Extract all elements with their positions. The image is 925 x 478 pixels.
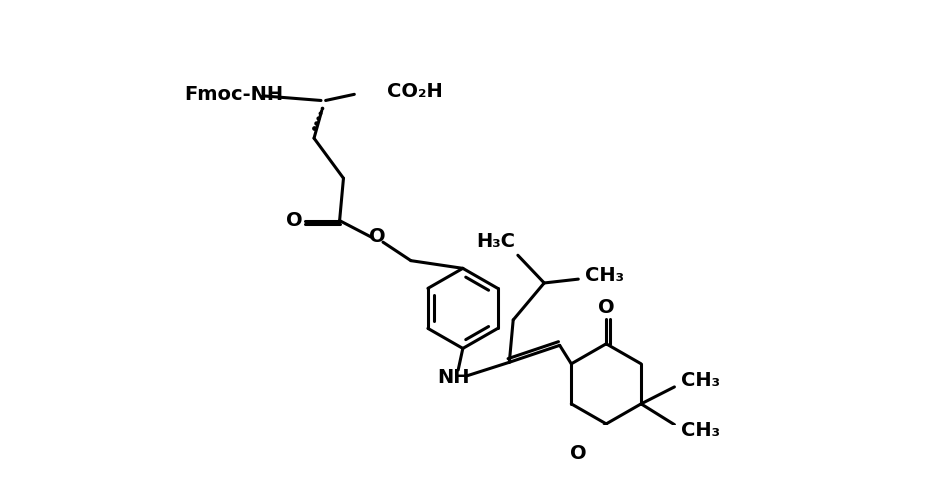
Text: O: O bbox=[369, 227, 386, 246]
Text: H₃C: H₃C bbox=[476, 232, 515, 251]
Text: CH₃: CH₃ bbox=[681, 421, 720, 440]
Text: CH₃: CH₃ bbox=[681, 371, 720, 390]
Text: NH: NH bbox=[438, 368, 470, 387]
Text: O: O bbox=[287, 211, 303, 230]
Text: Fmoc-NH: Fmoc-NH bbox=[184, 85, 283, 104]
Text: CO₂H: CO₂H bbox=[387, 82, 443, 101]
Text: CH₃: CH₃ bbox=[586, 266, 624, 285]
Text: O: O bbox=[598, 298, 614, 317]
Text: O: O bbox=[570, 444, 586, 463]
